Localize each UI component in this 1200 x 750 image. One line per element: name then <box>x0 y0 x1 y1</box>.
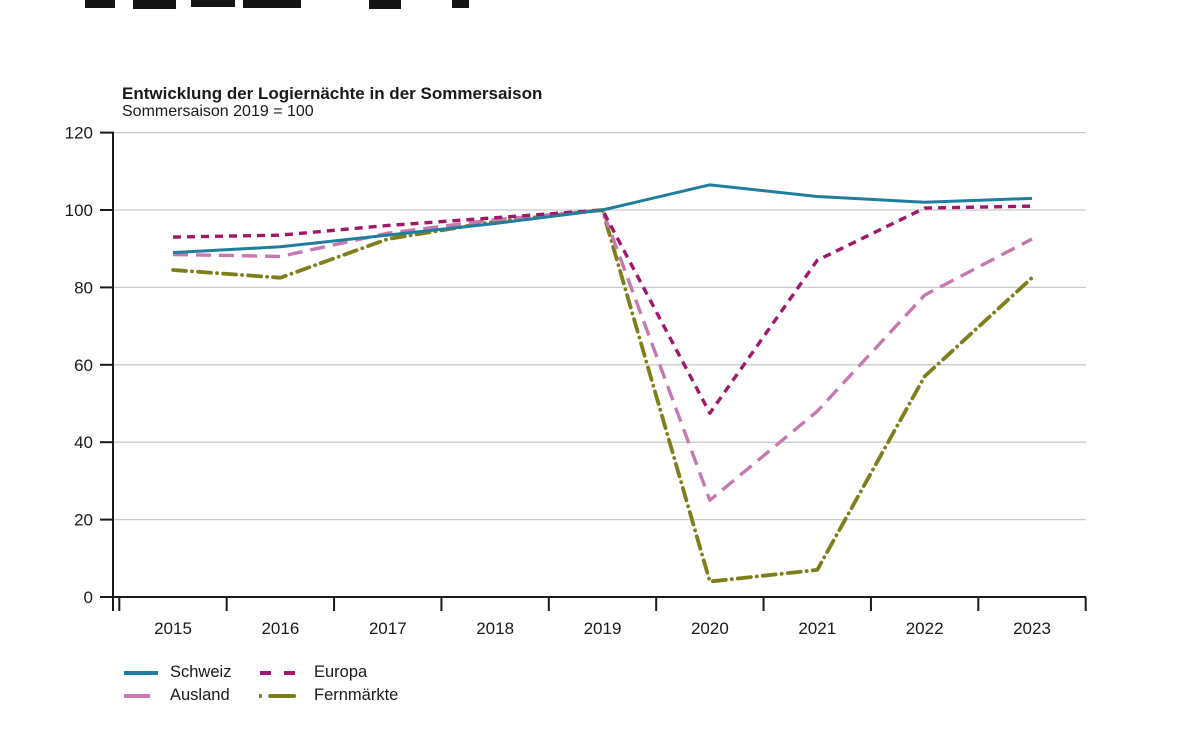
legend-label: Ausland <box>170 686 230 704</box>
legend-label: Europa <box>314 663 368 681</box>
series-line-ausland <box>172 208 1033 502</box>
legend-label: Schweiz <box>170 663 232 681</box>
cropped-text-fragment <box>369 0 401 9</box>
legend-swatch-schweiz <box>124 670 158 675</box>
chart-subtitle: Sommersaison 2019 = 100 <box>122 103 314 120</box>
x-tick-label: 2015 <box>154 619 192 638</box>
cropped-text-fragment <box>191 0 235 7</box>
y-tick-label: 100 <box>65 201 93 220</box>
y-tick-label: 60 <box>74 356 93 375</box>
legend-item-europa: Europa <box>259 663 398 682</box>
x-tick-label: 2020 <box>691 619 729 638</box>
series-line-fernmärkte <box>171 208 1034 584</box>
legend-swatch-ausland <box>124 693 158 698</box>
series-line-schweiz <box>172 183 1033 255</box>
legend-item-schweiz: Schweiz <box>123 663 259 682</box>
legend-item-fernmaerkte: Fernmärkte <box>259 686 398 705</box>
legend-item-ausland: Ausland <box>123 686 259 705</box>
cropped-text-fragment <box>452 0 469 8</box>
x-tick-label: 2023 <box>1013 619 1051 638</box>
series-line-europa <box>172 204 1033 415</box>
y-tick-label: 80 <box>74 278 93 297</box>
legend-swatch-europa <box>260 670 302 675</box>
x-tick-label: 2018 <box>476 619 514 638</box>
plot-area: 0 20 40 60 80 100 120 2015 2016 2017 2018 2019 2020 2… <box>65 124 1087 638</box>
x-tick-label: 2016 <box>261 619 299 638</box>
cropped-text-fragment <box>85 0 115 8</box>
cropped-text-fragment <box>243 0 301 8</box>
legend-label: Fernmärkte <box>314 686 399 704</box>
x-tick-label: 2021 <box>798 619 836 638</box>
y-tick-label: 120 <box>65 124 93 143</box>
x-tick-label: 2017 <box>369 619 407 638</box>
cropped-text-fragment <box>133 0 176 9</box>
x-tick-label: 2022 <box>906 619 944 638</box>
x-tick-label: 2019 <box>584 619 622 638</box>
chart-title: Entwicklung der Logiernächte in der Somm… <box>122 84 543 103</box>
line-chart: 0 20 40 60 80 100 120 2015 2016 2017 2018 2019 2020 2… <box>65 124 1087 638</box>
y-tick-label: 40 <box>74 433 93 452</box>
legend-swatch-fernmaerkte <box>259 693 303 698</box>
y-tick-label: 0 <box>84 588 93 607</box>
chart-legend: Schweiz Europa Ausland Fernmärkte <box>123 661 398 707</box>
y-tick-label: 20 <box>74 511 93 530</box>
